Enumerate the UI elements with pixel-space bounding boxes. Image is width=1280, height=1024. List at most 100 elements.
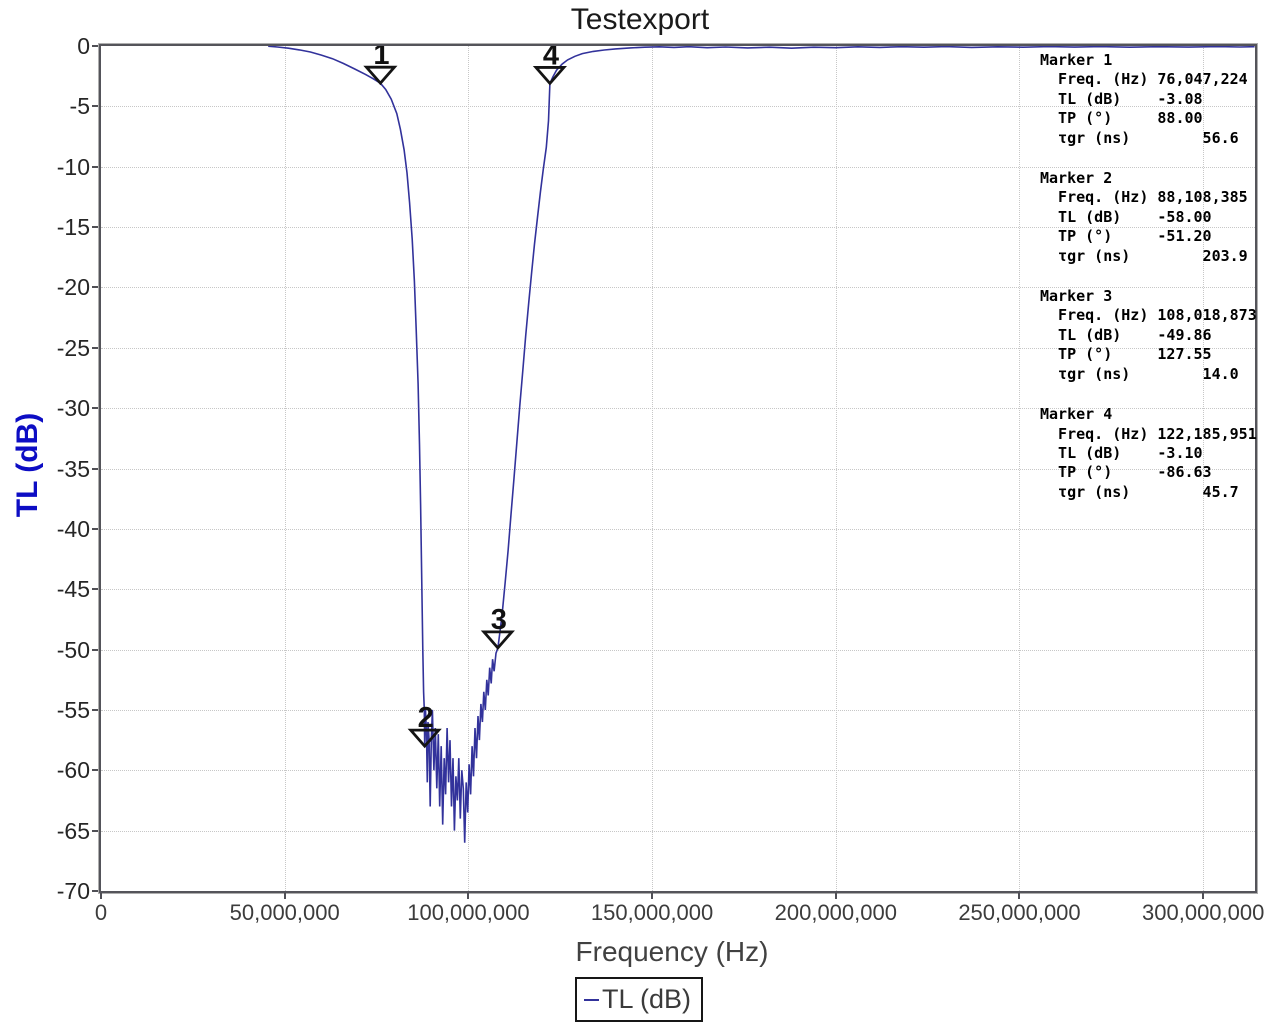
x-tick-label: 200,000,000 [774,900,897,925]
marker-tl: TL (dB) -49.86 [1040,325,1212,344]
marker-tp: TP (°) 127.55 [1040,345,1212,364]
marker-tl: TL (dB) -3.08 [1040,89,1203,108]
tl-curve [268,46,1255,843]
y-tick-label: -50 [56,636,90,663]
y-tick-label: -5 [69,93,90,120]
y-axis-title: TL (dB) [11,412,44,518]
marker-tl: TL (dB) -3.10 [1040,443,1203,462]
marker-2-triangle[interactable] [407,728,442,749]
marker-title: Marker 4 [1040,405,1113,424]
x-tick [1202,893,1205,899]
y-tick [92,708,98,711]
y-tick-label: -10 [56,153,90,180]
x-tick-label: 150,000,000 [590,900,714,925]
y-tick-label: -45 [56,576,90,603]
marker-info-panel: Marker 1 Freq. (Hz) 76,047,224 TL (dB) -… [1040,51,1280,523]
y-gridline [101,347,1255,349]
marker-2-number: 2 [418,702,434,734]
y-gridline [101,649,1255,651]
y-tick-label: -15 [56,214,90,241]
x-tick [834,893,837,899]
y-tick-label: -65 [56,817,90,844]
x-tick-label: 250,000,000 [958,900,1081,925]
marker-1-number: 1 [373,46,389,71]
marker-1-info: Marker 1 Freq. (Hz) 76,047,224 TL (dB) -… [1040,51,1280,148]
marker-tgr: τgr (ns) 45.7 [1040,482,1239,501]
y-gridline [101,830,1255,832]
legend-label: TL (dB) [602,984,692,1014]
x-tick [100,893,102,899]
marker-tgr: τgr (ns) 203.9 [1040,246,1248,265]
marker-3-info: Marker 3 Freq. (Hz) 108,018,873 TL (dB) … [1040,287,1280,384]
y-tick-label: -25 [56,334,90,361]
y-tick-label: -35 [56,455,90,482]
y-gridline [101,709,1255,711]
marker-tp: TP (°) 88.00 [1040,109,1203,128]
y-gridline [101,770,1255,772]
marker-tp: TP (°) -86.63 [1040,463,1212,482]
x-tick-label: 300,000,000 [1142,900,1265,925]
y-gridline [101,528,1255,530]
y-gridline [101,468,1255,470]
y-tick [92,588,98,591]
y-tick [92,527,98,530]
marker-4-info: Marker 4 Freq. (Hz) 122,185,951 TL (dB) … [1040,405,1280,502]
y-tick [92,346,98,349]
marker-4-number: 4 [543,46,559,71]
marker-tp: TP (°) -51.20 [1040,227,1212,246]
y-tick-label: -20 [56,274,90,301]
y-gridline [101,166,1255,168]
marker-freq: Freq. (Hz) 108,018,873 [1040,306,1257,325]
legend-line-swatch [584,998,599,1001]
legend-box: TL (dB) [575,977,703,1022]
x-axis-title: Frequency (Hz) [575,936,769,967]
marker-3-triangle[interactable] [480,630,515,651]
x-tick [467,893,470,899]
y-gridline [101,589,1255,591]
plot-area: 1 2 3 4 Marker 1 Freq. (Hz) 76,047,224 TL (… [98,43,1258,894]
y-gridline [101,408,1255,410]
x-tick [283,893,286,899]
x-tick-label: 100,000,000 [407,900,530,925]
marker-tl: TL (dB) -58.00 [1040,207,1212,226]
chart-title: Testexport [570,3,710,36]
y-tick [92,829,98,832]
x-tick-label: 50,000,000 [229,900,340,925]
marker-1-triangle[interactable] [363,65,398,86]
marker-freq: Freq. (Hz) 88,108,385 [1040,188,1248,207]
marker-title: Marker 2 [1040,169,1113,188]
marker-tgr: τgr (ns) 56.6 [1040,128,1239,147]
y-tick [92,407,98,410]
y-tick-label: -30 [56,395,90,422]
y-tick [92,105,98,108]
y-gridline [101,287,1255,289]
marker-freq: Freq. (Hz) 76,047,224 [1040,70,1248,89]
marker-4-triangle[interactable] [532,66,567,86]
y-tick [92,226,98,229]
y-tick [92,890,98,892]
marker-tgr: τgr (ns) 14.0 [1040,364,1239,383]
x-tick-label: 0 [94,900,108,925]
y-tick [92,467,98,470]
tl-curve-plot: 1 2 3 4 [268,46,1255,843]
y-tick [92,45,98,47]
y-tick-label: -70 [56,878,90,904]
y-gridline [101,106,1255,108]
x-tick [651,893,654,899]
y-tick [92,648,98,651]
y-tick [92,769,98,772]
y-tick-label: 0 [77,33,90,59]
y-tick-label: -60 [56,757,90,784]
y-tick [92,286,98,289]
y-tick [92,165,98,168]
y-gridline [101,227,1255,229]
marker-freq: Freq. (Hz) 122,185,951 [1040,424,1257,443]
x-tick [1018,893,1021,899]
marker-title: Marker 3 [1040,287,1113,306]
y-tick-label: -40 [56,515,90,542]
marker-2-info: Marker 2 Freq. (Hz) 88,108,385 TL (dB) -… [1040,169,1280,266]
marker-3-number: 3 [491,604,507,636]
marker-title: Marker 1 [1040,51,1113,69]
y-tick-label: -55 [56,696,90,723]
